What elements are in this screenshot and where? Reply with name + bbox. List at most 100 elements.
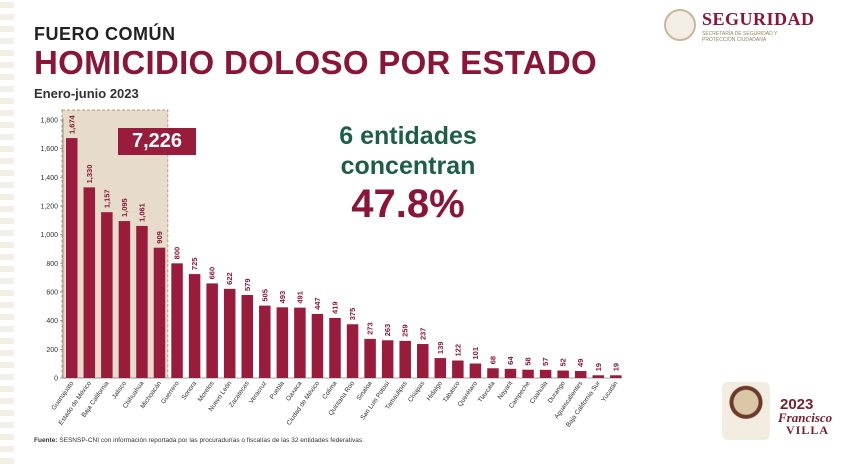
y-tick-label: 800 xyxy=(46,261,58,268)
bar-value-label: 68 xyxy=(488,356,497,364)
y-tick-label: 1,400 xyxy=(40,175,58,182)
category-label: Ciudad de México xyxy=(286,380,322,427)
bar-value-label: 64 xyxy=(506,356,515,365)
category-label: Colima xyxy=(321,380,339,401)
bar xyxy=(417,344,429,378)
anniversary-logo: 2023 Francisco VILLA xyxy=(718,376,838,446)
bar xyxy=(487,368,499,378)
bar xyxy=(223,288,236,378)
bar-value-label: 1,330 xyxy=(85,165,94,184)
brand-name: SEGURIDAD xyxy=(702,9,815,29)
category-label: Yucatán xyxy=(600,380,619,404)
brand-logo: SEGURIDAD SECRETARÍA DE SEGURIDAD Y PROT… xyxy=(664,9,834,45)
bar xyxy=(557,370,569,378)
bar xyxy=(83,187,96,378)
decorative-stripe xyxy=(0,0,14,464)
bar xyxy=(504,368,517,378)
category-label: Baja California Sur xyxy=(565,379,602,428)
bar-value-label: 800 xyxy=(173,247,182,260)
anniversary-year: 2023 xyxy=(780,396,814,413)
y-tick-label: 400 xyxy=(46,318,58,325)
bar-value-label: 19 xyxy=(611,363,620,371)
bar-value-label: 622 xyxy=(225,272,234,285)
bar xyxy=(241,295,253,378)
y-tick-label: 1,800 xyxy=(40,118,58,125)
category-label: Sonora xyxy=(180,380,198,401)
bar-value-label: 58 xyxy=(524,357,533,365)
bar xyxy=(188,274,201,378)
bar xyxy=(276,307,289,378)
category-label: Hidalgo xyxy=(426,380,445,402)
y-tick-label: 0 xyxy=(54,376,58,383)
source-text: SESNSP-CNI con información reportada por… xyxy=(59,437,364,444)
y-tick-label: 1,200 xyxy=(40,204,58,211)
bar-value-label: 1,674 xyxy=(67,114,76,134)
anniversary-name2: VILLA xyxy=(786,423,830,437)
bar-value-label: 263 xyxy=(383,324,392,337)
source-note: Fuente: SESNSP-CNI con información repor… xyxy=(34,437,364,444)
bar xyxy=(136,225,148,378)
callout-percent: 47.8% xyxy=(351,182,465,226)
bar-value-label: 49 xyxy=(576,359,585,367)
bar xyxy=(364,338,376,378)
bar-value-label: 447 xyxy=(313,297,322,310)
bar-value-label: 419 xyxy=(331,301,340,314)
bar xyxy=(66,138,78,378)
callout-line2: concentran xyxy=(340,152,476,180)
bar-value-label: 579 xyxy=(243,278,252,291)
bar xyxy=(206,283,218,378)
bar xyxy=(171,263,183,378)
category-label: Guerrero xyxy=(160,380,181,406)
bar xyxy=(574,370,587,378)
bar-value-label: 259 xyxy=(401,324,410,337)
bar-value-label: 139 xyxy=(436,342,445,355)
villa-portrait-icon xyxy=(722,382,770,440)
bar xyxy=(610,375,622,378)
bar xyxy=(346,324,359,378)
category-label: Veracruz xyxy=(248,380,268,405)
bar xyxy=(399,340,411,378)
bar xyxy=(329,317,341,378)
bar-value-label: 725 xyxy=(190,258,199,271)
bar xyxy=(259,305,271,378)
bar-value-label: 273 xyxy=(366,322,375,335)
brand-subtitle: SECRETARÍA DE SEGURIDAD Y PROTECCIÓN CIU… xyxy=(702,31,778,43)
bar-value-label: 375 xyxy=(348,308,357,321)
bar xyxy=(452,360,464,378)
category-label: Nayarit xyxy=(497,380,515,401)
bar-value-label: 101 xyxy=(471,347,480,360)
source-label: Fuente: xyxy=(34,437,58,444)
bar xyxy=(153,247,166,378)
callout-line1: 6 entidades xyxy=(339,122,477,150)
category-label: Sinaloa xyxy=(356,380,374,402)
bar-value-label: 491 xyxy=(295,291,304,304)
bar-value-label: 237 xyxy=(418,328,427,341)
header: FUERO COMÚN HOMICIDIO DOLOSO POR ESTADO … xyxy=(34,24,597,101)
bar xyxy=(469,363,482,378)
bar xyxy=(118,221,131,378)
bar-value-label: 493 xyxy=(278,291,287,304)
bar xyxy=(592,375,604,378)
bar-value-label: 505 xyxy=(260,289,269,302)
group-total-badge: 7,226 xyxy=(118,128,196,155)
category-label: Chiapas xyxy=(407,380,427,404)
bar xyxy=(311,313,324,378)
category-label: Puebla xyxy=(269,380,287,401)
category-label: Jalisco xyxy=(111,380,128,401)
bar xyxy=(539,369,552,378)
bar xyxy=(434,358,447,378)
y-tick-label: 600 xyxy=(46,290,58,297)
anniversary-name1: Francisco xyxy=(778,410,833,425)
bar-value-label: 52 xyxy=(559,358,568,366)
category-label: Tlaxcala xyxy=(477,380,497,404)
bar-value-label: 1,157 xyxy=(102,189,111,208)
y-tick-label: 200 xyxy=(46,347,58,354)
bar-value-label: 57 xyxy=(541,357,550,365)
bar-value-label: 1,095 xyxy=(120,198,129,217)
y-tick-label: 1,600 xyxy=(40,146,58,153)
section-kicker: FUERO COMÚN xyxy=(34,24,176,44)
bar-value-label: 909 xyxy=(155,231,164,244)
y-tick-label: 1,000 xyxy=(40,232,58,239)
page-title: HOMICIDIO DOLOSO POR ESTADO xyxy=(34,44,598,81)
bar-value-label: 19 xyxy=(594,363,603,371)
